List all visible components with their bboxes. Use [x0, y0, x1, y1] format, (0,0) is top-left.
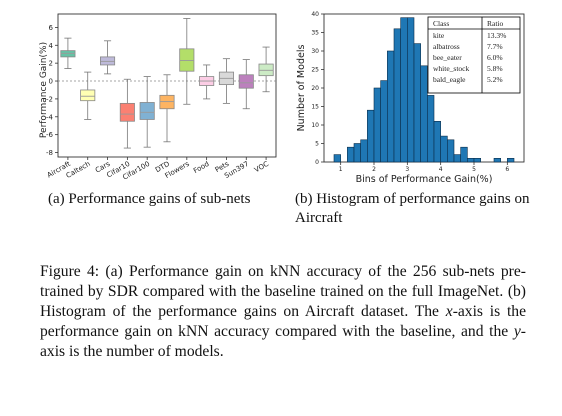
- table-class-cell: albatross: [433, 42, 460, 51]
- y-tick-label: 35: [311, 30, 319, 37]
- histogram-bar: [387, 50, 395, 163]
- box-cifar10: [119, 78, 135, 149]
- caption-text-2: -axis is the performance gain on kNN acc…: [40, 303, 526, 340]
- histogram-bar: [347, 146, 355, 163]
- histogram-bar: [420, 65, 428, 163]
- x-tick-label: 2: [372, 166, 376, 173]
- y-tick-label: -6: [46, 131, 54, 139]
- table-class-cell: white_stock: [433, 64, 469, 73]
- box-body: [238, 74, 254, 89]
- histogram-panel: 0 5 10 15 20 25 30 35 40 1 2 3 4 5 6 Bins of Performa…: [296, 11, 525, 185]
- box-sun397: [238, 59, 254, 110]
- table-ratio-cell: 5.8%: [487, 64, 503, 73]
- x-tick-label: 6: [505, 166, 509, 173]
- box-dtd: [159, 74, 175, 143]
- caption-x-symbol: x: [445, 303, 453, 320]
- histogram-bar: [413, 43, 421, 163]
- x-tick-label: 5: [472, 166, 476, 173]
- table-header-cell: Ratio: [487, 19, 503, 28]
- histogram-bar: [447, 139, 455, 163]
- x-tick-label: 4: [439, 166, 443, 173]
- x-tick-label: 1: [339, 166, 343, 173]
- table-box: [427, 16, 521, 94]
- box-aircraft: [60, 37, 76, 69]
- histogram-xlabel: Bins of Performance Gain(%): [356, 174, 493, 185]
- figure-caption: Figure 4: (a) Performance gain on kNN ac…: [40, 262, 526, 362]
- y-tick-label: 10: [311, 122, 319, 129]
- box-voc: [258, 46, 274, 93]
- histogram-bar: [333, 154, 341, 163]
- histogram-bar: [427, 95, 435, 163]
- caption-text-3: -axis is the number of models.: [40, 323, 526, 360]
- y-tick-label: 20: [311, 85, 319, 92]
- y-tick-label: 0: [315, 159, 319, 166]
- histogram-bar: [507, 158, 515, 163]
- class-ratio-table: Class Ratio kite 13.3% albatross 7.7% bee_eate…: [427, 16, 521, 94]
- table-header-cell: Class: [433, 19, 449, 28]
- box-food: [199, 64, 215, 100]
- y-tick-label: 5: [315, 141, 319, 148]
- table-ratio-cell: 6.0%: [487, 53, 503, 62]
- box-plot-ylabel: Performance Gain(%): [39, 42, 49, 138]
- y-tick-label: -4: [46, 113, 54, 121]
- y-tick-label: 15: [311, 104, 319, 111]
- x-tick-label: 3: [405, 166, 409, 173]
- y-tick-label: 4: [49, 42, 54, 50]
- subcaption-b: (b) Histogram of performance gains on Ai…: [295, 191, 530, 226]
- box-pets: [218, 58, 234, 104]
- histogram-bar: [353, 143, 361, 163]
- histogram-bar: [440, 135, 448, 163]
- box-caltech: [80, 71, 96, 120]
- histogram-bar: [407, 17, 415, 163]
- y-tick-label: 2: [49, 60, 53, 68]
- histogram-bar: [467, 158, 475, 163]
- y-tick-label: 0: [49, 78, 53, 86]
- histogram-bar: [400, 17, 408, 163]
- histogram-ylabel: Number of Models: [296, 45, 307, 132]
- y-tick-label: 25: [311, 67, 319, 74]
- table-class-cell: bald_eagle: [433, 75, 466, 84]
- histogram-bar: [393, 28, 401, 163]
- histogram-bar: [433, 121, 441, 163]
- box-cifar100: [139, 76, 155, 148]
- table-class-cell: bee_eater: [433, 53, 462, 62]
- box-body: [119, 102, 135, 122]
- y-tick-label: -8: [46, 149, 53, 157]
- box-body: [139, 102, 155, 120]
- y-tick-label: 6: [49, 24, 54, 32]
- table-class-cell: kite: [433, 31, 445, 40]
- x-tick-label: Food: [192, 160, 211, 175]
- caption-y-symbol: y: [513, 323, 521, 340]
- y-tick-label: 40: [311, 11, 319, 18]
- histogram-bar: [453, 154, 461, 163]
- histogram-bar: [360, 139, 368, 163]
- table-ratio-cell: 7.7%: [487, 42, 503, 51]
- caption-text-1: Figure 4: (a) Performance gain on kNN ac…: [40, 263, 526, 320]
- histogram-bar: [367, 109, 375, 163]
- histogram-bar: [380, 80, 388, 163]
- box-flowers: [179, 18, 195, 105]
- table-ratio-cell: 5.2%: [487, 75, 503, 84]
- x-tick-label: VOC: [253, 160, 270, 175]
- y-tick-label: -2: [46, 95, 53, 103]
- box-body: [80, 89, 96, 102]
- histogram-bar: [473, 158, 481, 163]
- box-cars: [100, 40, 116, 75]
- y-tick-label: 30: [311, 48, 319, 55]
- histogram-bar: [373, 87, 381, 163]
- histogram-bar: [493, 158, 501, 163]
- subcaption-a: (a) Performance gains of sub-nets: [48, 191, 251, 207]
- table-ratio-cell: 13.3%: [487, 31, 506, 40]
- histogram-bar: [460, 146, 468, 163]
